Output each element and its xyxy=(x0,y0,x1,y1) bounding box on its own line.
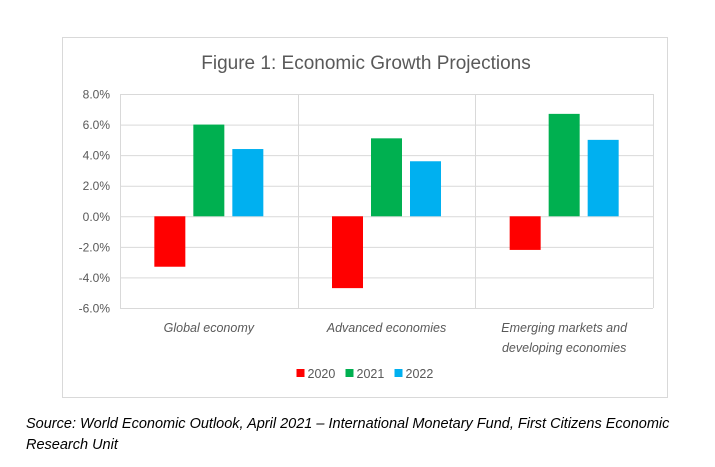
x-axis: Global economy Advanced economies Emerging… xyxy=(164,321,628,355)
chart-frame: Figure 1: Economic Growth Projections 8.… xyxy=(62,37,668,398)
y-tick-label: 4.0% xyxy=(83,149,111,163)
bar-2022 xyxy=(232,149,264,217)
legend-label-2021: 2021 xyxy=(357,367,385,381)
x-category-label-line: developing economies xyxy=(502,341,626,355)
y-tick-label: -6.0% xyxy=(79,302,111,316)
bar-2020 xyxy=(154,216,186,267)
y-tick-label: 2.0% xyxy=(83,179,111,193)
bar-2022 xyxy=(587,139,619,217)
legend-swatch-2020 xyxy=(296,369,305,377)
legend-label-2020: 2020 xyxy=(308,367,336,381)
legend-swatch-2021 xyxy=(345,369,354,377)
x-category-label-line: Advanced economies xyxy=(326,321,447,335)
x-category-label-line: Emerging markets and xyxy=(501,321,628,335)
chart-svg: Figure 1: Economic Growth Projections 8.… xyxy=(79,53,654,381)
bar-2021 xyxy=(193,124,225,217)
x-category-label: Emerging markets and developing economies xyxy=(501,321,628,355)
x-category-label-line: Global economy xyxy=(164,321,255,335)
bar-2021 xyxy=(371,138,402,217)
bars xyxy=(154,113,619,289)
legend-label-2022: 2022 xyxy=(406,367,434,381)
bar-2020 xyxy=(509,216,541,250)
y-tick-label: 8.0% xyxy=(83,88,111,102)
y-axis: 8.0% 6.0% 4.0% 2.0% 0.0% -2.0% -4.0% -6.0% xyxy=(79,88,111,316)
x-category-label: Global economy xyxy=(164,321,255,335)
bar-2022 xyxy=(410,161,441,217)
y-tick-label: -2.0% xyxy=(79,240,111,254)
chart-title: Figure 1: Economic Growth Projections xyxy=(201,53,530,74)
bar-2020 xyxy=(332,216,363,289)
x-category-label: Advanced economies xyxy=(326,321,447,335)
legend-swatch-2022 xyxy=(394,369,403,377)
bar-2021 xyxy=(548,113,580,217)
y-tick-label: 6.0% xyxy=(83,118,111,132)
y-tick-label: -4.0% xyxy=(79,271,111,285)
source-note: Source: World Economic Outlook, April 20… xyxy=(26,416,670,453)
y-tick-label: 0.0% xyxy=(83,210,111,224)
legend: 2020 2021 2022 xyxy=(296,367,434,381)
